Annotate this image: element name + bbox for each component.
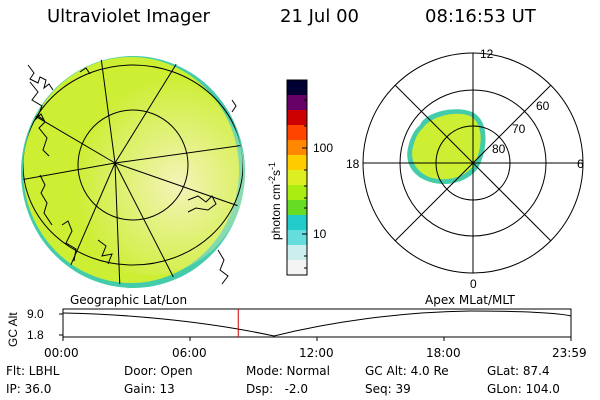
colorbar-segment	[287, 200, 307, 216]
colorbar-tick-10: 10	[313, 227, 327, 241]
colorbar-segment	[287, 185, 307, 201]
colorbar-segment	[287, 155, 307, 171]
mlt-label-18: 18	[346, 157, 360, 171]
mode-info: Mode: Normal	[246, 364, 330, 378]
glat-info: GLat: 87.4	[487, 364, 550, 378]
altitude-ytick-9: 9.0	[27, 307, 44, 321]
time-tick-2359: 23:59	[552, 346, 587, 360]
door-info: Door: Open	[124, 364, 193, 378]
altitude-ytick-1.8: 1.8	[27, 328, 44, 342]
color-scale-bar	[287, 80, 307, 276]
geographic-caption: Geographic Lat/Lon	[70, 293, 188, 307]
glon-info: GLon: 104.0	[487, 382, 560, 396]
dsp-info: Dsp: -2.0	[246, 382, 309, 396]
seq-info: Seq: 39	[365, 382, 411, 396]
colorbar-segment	[287, 95, 307, 111]
lat-lon-grid	[23, 55, 243, 285]
altitude-ticks	[59, 313, 572, 341]
altitude-curve	[62, 310, 572, 337]
polar-plot: 12 18 6 0 60 70 80	[346, 47, 584, 291]
date-label: 21 Jul 00	[280, 6, 359, 27]
polar-grid	[362, 52, 584, 274]
mlat-label-70: 70	[512, 122, 526, 136]
colorbar-segment	[287, 110, 307, 126]
colorbar-unit-label: photon cm-2s-1	[267, 162, 283, 240]
colorbar-segment	[287, 245, 307, 261]
colorbar-segment	[287, 140, 307, 156]
mlt-label-6: 6	[577, 157, 584, 171]
gc-alt-info: GC Alt: 4.0 Re	[365, 364, 449, 378]
time-tick-0600: 06:00	[172, 346, 207, 360]
coastlines	[27, 64, 237, 285]
mlt-label-12: 12	[480, 47, 494, 61]
colorbar-segment	[287, 260, 307, 276]
mlat-label-80: 80	[492, 142, 506, 156]
filter-info: Flt: LBHL	[6, 364, 60, 378]
instrument-title: Ultraviolet Imager	[47, 6, 210, 27]
time-tick-1800: 18:00	[426, 346, 461, 360]
colorbar-segment	[287, 230, 307, 246]
time-tick-1200: 12:00	[299, 346, 334, 360]
polar-caption: Apex MLat/MLT	[425, 293, 515, 307]
gain-info: Gain: 13	[124, 382, 175, 396]
geographic-map	[21, 55, 245, 288]
colorbar-segment	[287, 80, 307, 96]
time-label: 08:16:53 UT	[425, 6, 536, 27]
mlt-label-0: 0	[470, 277, 477, 291]
colorbar-segment	[287, 125, 307, 141]
colorbar-frame	[286, 79, 308, 276]
colorbar-segment	[287, 215, 307, 231]
time-tick-0000: 00:00	[44, 346, 79, 360]
colorbar-tick-100: 100	[313, 141, 333, 155]
colorbar-ticks	[302, 99, 307, 269]
altitude-frame	[62, 308, 572, 338]
ip-info: IP: 36.0	[6, 382, 52, 396]
altitude-ylabel: GC Alt	[6, 312, 20, 347]
altitude-plot: 9.0 1.8 GC Alt	[6, 307, 572, 347]
colorbar-segment	[287, 170, 307, 186]
mlat-label-60: 60	[536, 99, 550, 113]
